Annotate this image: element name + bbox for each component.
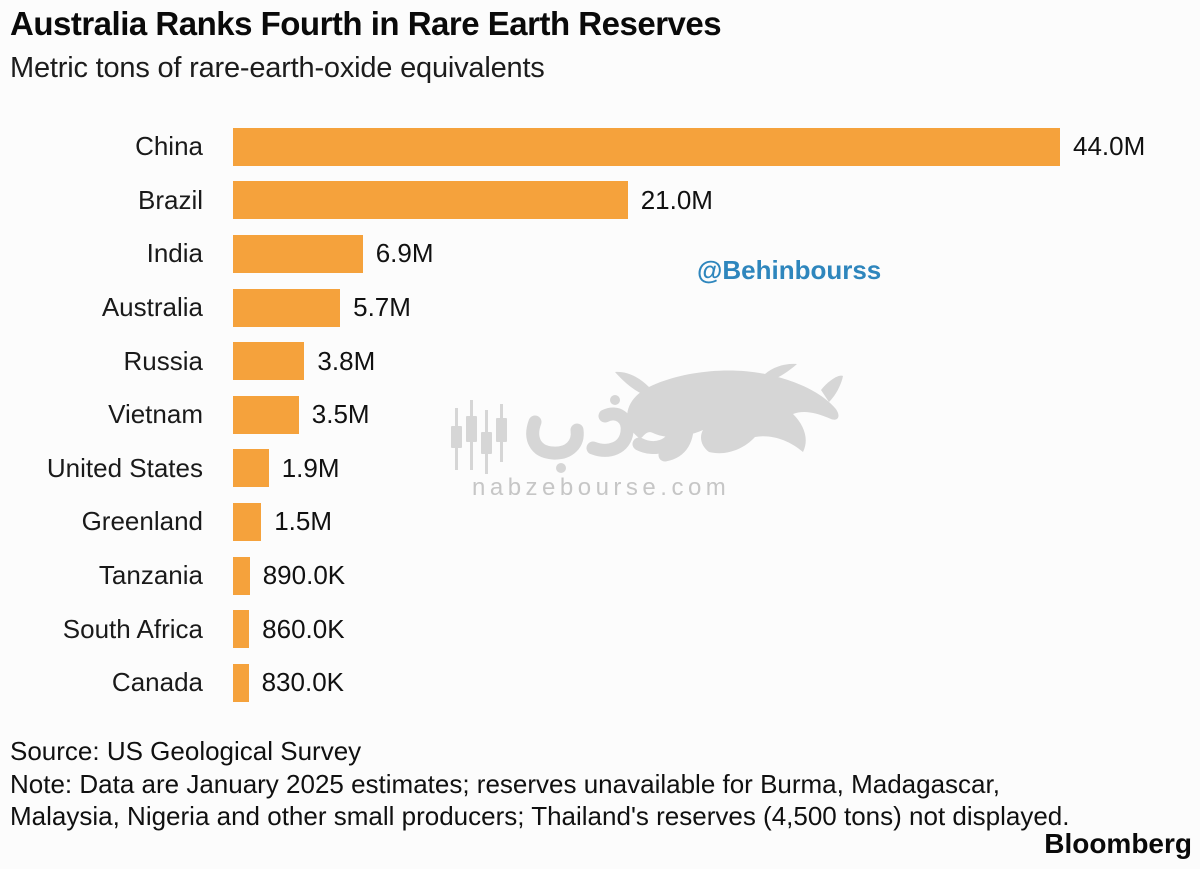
- chart-subtitle: Metric tons of rare-earth-oxide equivale…: [10, 52, 545, 85]
- value-label: 5.7M: [353, 292, 411, 323]
- candlestick-icon: [451, 400, 507, 474]
- chart-row: Brazil 21.0M: [10, 174, 1200, 228]
- watermark-site: nabzebourse.com: [472, 474, 731, 501]
- chart-row: India 6.9M: [10, 227, 1200, 281]
- value-label: 830.0K: [261, 667, 344, 698]
- bull-logo-icon: [451, 363, 843, 474]
- value-label: 44.0M: [1073, 131, 1146, 162]
- value-label: 1.9M: [281, 452, 340, 483]
- chart-row: Canada 830.0K: [10, 656, 1200, 710]
- country-label: Vietnam: [108, 399, 203, 430]
- bull-icon: [615, 363, 843, 454]
- country-label: Brazil: [137, 184, 203, 215]
- bar-chart: China 44.0M Brazil 21.0M India 6.9M Australia 5…: [10, 120, 1200, 710]
- bar-track: 6.9M: [233, 234, 1060, 273]
- bar-track: 860.0K: [233, 610, 1060, 649]
- bloomberg-logo: Bloomberg: [1044, 828, 1192, 859]
- value-bar: [233, 342, 305, 381]
- bar-track: 44.0M: [233, 127, 1145, 166]
- chart-row: South Africa 860.0K: [10, 602, 1200, 656]
- chart-title: Australia Ranks Fourth in Rare Earth Res…: [10, 5, 722, 42]
- value-bar: [233, 502, 262, 541]
- value-bar: [233, 127, 1060, 166]
- value-label: 1.5M: [274, 506, 332, 537]
- value-bar: [233, 234, 363, 273]
- chart-row: Greenland 1.5M: [10, 495, 1200, 549]
- chart-row: Russia 3.8M: [10, 334, 1200, 388]
- chart-row: Vietnam 3.5M: [10, 388, 1200, 442]
- country-label: United States: [46, 452, 203, 483]
- value-bar: [233, 556, 250, 595]
- data-note: Note: Data are January 2025 estimates; r…: [10, 769, 1070, 831]
- country-label: India: [146, 238, 203, 269]
- value-label: 6.9M: [375, 238, 434, 269]
- chart-row: Australia 5.7M: [10, 281, 1200, 335]
- bar-track: 5.7M: [233, 288, 1060, 327]
- value-bar: [233, 181, 628, 220]
- country-label: Russia: [123, 345, 203, 376]
- chart-header: Australia Ranks Fourth in Rare Earth Res…: [10, 5, 1190, 85]
- country-label: China: [135, 131, 203, 162]
- value-label: 21.0M: [640, 184, 713, 215]
- bar-track: 1.5M: [233, 502, 1060, 541]
- value-bar: [233, 610, 250, 649]
- value-label: 860.0K: [262, 613, 345, 644]
- country-label: Canada: [111, 667, 203, 698]
- bar-track: 890.0K: [233, 556, 1060, 595]
- watermark-handle: @Behinbourss: [697, 255, 882, 285]
- value-label: 3.5M: [311, 399, 370, 430]
- source-note: Source: US Geological Survey: [10, 736, 362, 766]
- chart-row: China 44.0M: [10, 120, 1200, 174]
- country-label: Australia: [101, 292, 203, 323]
- value-bar: [233, 449, 269, 488]
- value-label: 890.0K: [262, 560, 346, 591]
- bar-track: 3.5M: [233, 395, 1060, 434]
- country-label: South Africa: [62, 613, 203, 644]
- country-label: Greenland: [81, 506, 203, 537]
- bar-track: 3.8M: [233, 342, 1060, 381]
- chart-row: Tanzania 890.0K: [10, 549, 1200, 603]
- value-bar: [233, 288, 341, 327]
- bar-track: 830.0K: [233, 663, 1060, 702]
- country-label: Tanzania: [98, 560, 203, 591]
- value-bar: [233, 395, 299, 434]
- bar-track: 1.9M: [233, 449, 1060, 488]
- bar-track: 21.0M: [233, 181, 1060, 220]
- chart-row: United States 1.9M: [10, 442, 1200, 496]
- value-label: 3.8M: [317, 345, 376, 376]
- value-bar: [233, 663, 249, 702]
